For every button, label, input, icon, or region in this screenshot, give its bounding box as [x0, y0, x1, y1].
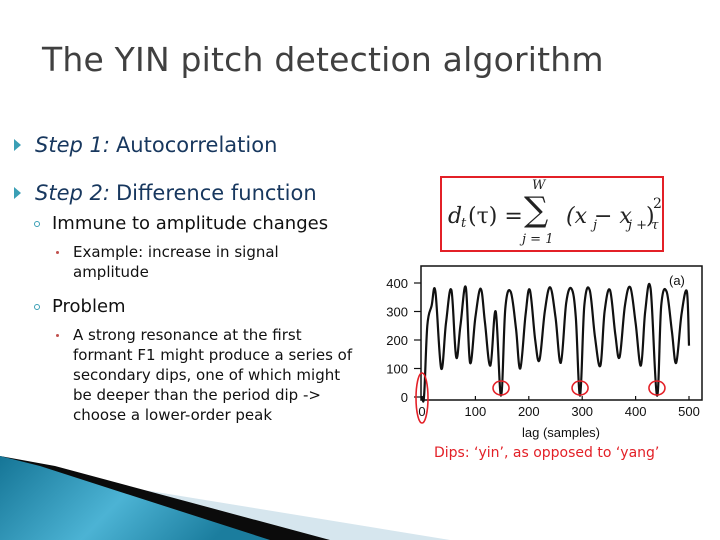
formula-sum-upper: W — [532, 178, 546, 193]
x-tick-label: 400 — [625, 404, 647, 419]
panel-label: (a) — [669, 273, 685, 288]
slide-title: The YIN pitch detection algorithm — [42, 40, 604, 79]
x-tick-label: 200 — [518, 404, 540, 419]
formula-term-close: ) — [646, 204, 655, 229]
y-tick-label: 300 — [386, 305, 408, 320]
formula-term-minus: − x — [594, 204, 632, 229]
sub-bullet-problem: Problem — [34, 296, 126, 317]
sub-bullet-text: Immune to amplitude changes — [52, 213, 329, 234]
x-tick-label: 500 — [678, 404, 700, 419]
formula-sum-lower: j = 1 — [522, 232, 554, 247]
sub-bullet-text: Problem — [52, 296, 126, 317]
sub-sub-bullet-text: A strong resonance at the first formant … — [73, 326, 353, 424]
y-tick-label: 100 — [386, 362, 408, 377]
step-text: Autocorrelation — [115, 133, 278, 157]
x-tick-label: 100 — [465, 404, 487, 419]
y-tick-label: 200 — [386, 333, 408, 348]
formula-arg: (τ) = — [468, 204, 523, 229]
triangle-bullet-icon — [14, 187, 21, 199]
sub-sub-bullet-resonance: A strong resonance at the first formant … — [56, 325, 356, 425]
step-text: Difference function — [115, 181, 317, 205]
x-tick-label: 0 — [418, 404, 425, 419]
plot-frame — [420, 265, 703, 401]
plot-axes: 0 100 200 300 400 0 100 200 300 400 500 — [386, 265, 703, 419]
formula-power: 2 — [653, 196, 662, 212]
corner-swoosh-decoration — [0, 456, 450, 540]
sub-sub-bullet-example: Example: increase in signal amplitude — [56, 242, 356, 282]
step-label: Step 2: — [35, 181, 110, 205]
dip-highlight-circle — [492, 380, 510, 396]
formula-lhs-sub: t — [461, 216, 467, 231]
ring-bullet-icon — [34, 303, 40, 310]
dot-bullet-icon — [56, 334, 59, 337]
x-tick-label: 300 — [571, 404, 593, 419]
dot-bullet-icon — [56, 251, 59, 254]
sub-bullet-immune: Immune to amplitude changes — [34, 213, 328, 234]
sub-sub-bullet-text: Example: increase in signal amplitude — [73, 243, 279, 281]
dip-highlight-ellipse — [415, 372, 429, 424]
dip-annotations — [415, 372, 666, 424]
dip-highlight-circle — [571, 380, 589, 396]
difference-function-plot: 0 100 200 300 400 0 100 200 300 400 500 (a) lag (s… — [386, 265, 703, 440]
formula-term-sub2: j + τ — [628, 218, 659, 233]
ring-bullet-icon — [34, 220, 40, 227]
triangle-bullet-icon — [14, 139, 21, 151]
formula-term-open: (x — [566, 204, 587, 229]
dips-caption: Dips: ‘yin’, as opposed to ‘yang’ — [434, 445, 660, 461]
step-label: Step 1: — [35, 133, 110, 157]
sum-icon: ∑ — [524, 190, 549, 230]
formula-term-sub1: j — [593, 218, 598, 233]
dip-highlight-circle — [648, 380, 666, 396]
y-tick-label: 400 — [386, 276, 408, 291]
formula-lhs: d — [448, 204, 463, 229]
bullet-step-2: Step 2: Difference function — [14, 181, 317, 205]
bullet-step-1: Step 1: Autocorrelation — [14, 133, 277, 157]
difference-curve — [420, 282, 691, 403]
x-axis-label: lag (samples) — [522, 425, 600, 440]
difference-function-formula: d t (τ) = W ∑ j = 1 (x j − x j + τ ) 2 — [440, 176, 664, 252]
y-tick-label: 0 — [401, 390, 408, 405]
